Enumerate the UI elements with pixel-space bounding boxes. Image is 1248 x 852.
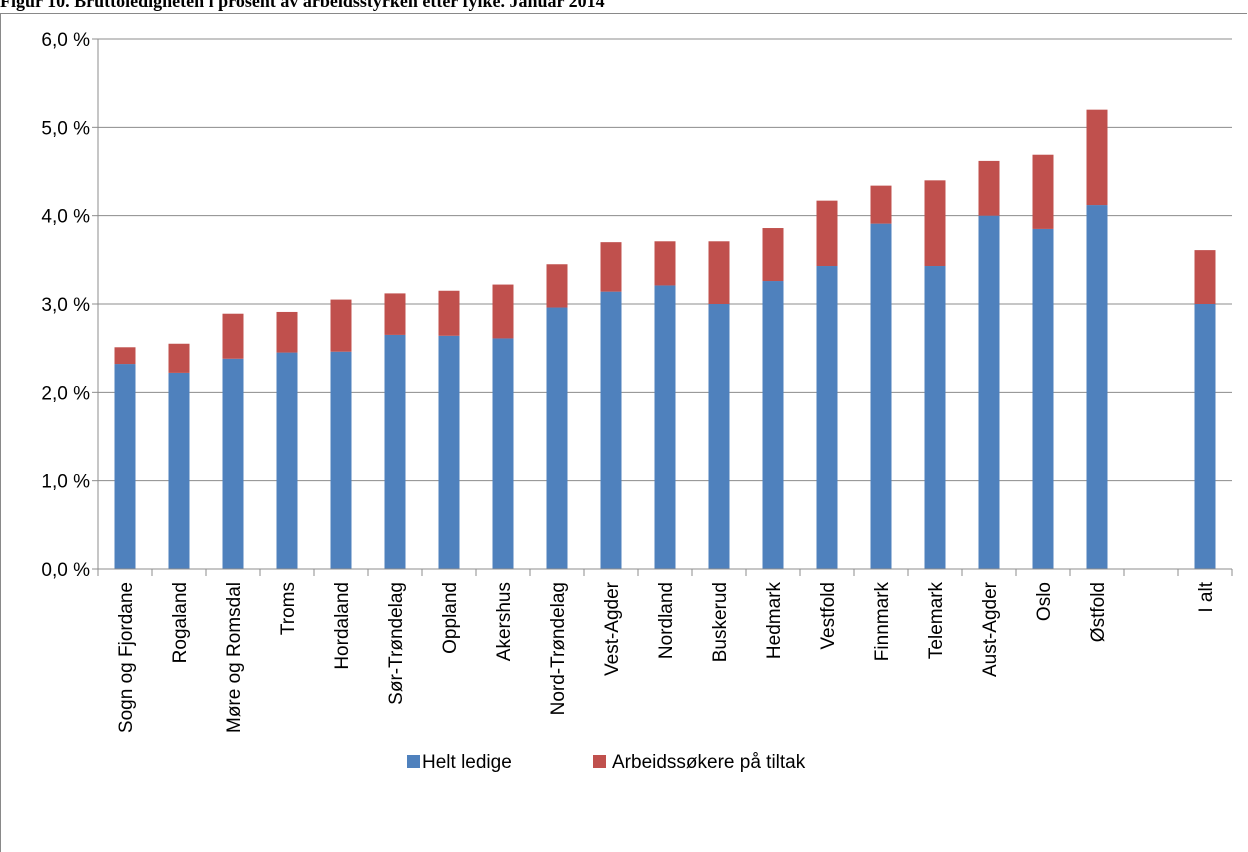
bar-tiltak <box>330 299 352 352</box>
bar-tiltak <box>1032 154 1054 229</box>
x-axis-tick-labels: Sogn og Fjordane Rogaland Møre og Romsdal T… <box>116 581 1217 733</box>
x-tick-label: Troms <box>278 582 299 635</box>
x-tick-label: Vestfold <box>818 582 839 650</box>
legend-label-helt-ledige: Helt ledige <box>422 752 512 773</box>
bar-helt-ledige <box>1194 304 1216 569</box>
legend-swatch-tiltak <box>593 755 606 768</box>
bar-helt-ledige <box>654 285 676 569</box>
x-tick-label: Aust-Agder <box>980 581 1001 677</box>
y-tick-label: 3,0 % <box>41 295 90 316</box>
bars <box>114 109 1216 570</box>
bar-tiltak <box>924 180 946 267</box>
bar-tiltak <box>114 347 136 365</box>
x-tick-label: Østfold <box>1088 582 1109 642</box>
x-tick-label: Finnmark <box>872 582 893 662</box>
y-tick-label: 6,0 % <box>41 30 90 51</box>
bar-helt-ledige <box>816 266 838 569</box>
legend-swatch-helt-ledige <box>407 755 420 768</box>
bar-helt-ledige <box>222 358 244 569</box>
x-tick-label: Rogaland <box>170 582 191 663</box>
bar-tiltak <box>492 284 514 339</box>
chart-frame <box>0 13 1247 852</box>
x-tick-label: Oslo <box>1034 582 1055 621</box>
bar-helt-ledige <box>114 364 136 569</box>
bar-tiltak <box>708 241 730 304</box>
x-tick-label: Oppland <box>440 582 461 654</box>
bar-tiltak <box>762 228 784 282</box>
y-tick-label: 2,0 % <box>41 383 90 404</box>
bar-helt-ledige <box>978 215 1000 569</box>
bar-tiltak <box>600 242 622 292</box>
bar-tiltak <box>654 241 676 286</box>
bar-helt-ledige <box>438 335 460 569</box>
figure-title: Figur 10. Bruttoledigheten i prosent av … <box>0 0 605 11</box>
bar-tiltak <box>168 343 190 373</box>
bar-tiltak <box>546 264 568 308</box>
x-tick-label: Akershus <box>494 582 515 661</box>
legend: Helt ledige Arbeidssøkere på tiltak <box>407 752 806 773</box>
axes <box>92 38 1233 576</box>
bar-tiltak <box>816 200 838 267</box>
bar-tiltak <box>1194 250 1216 304</box>
bar-helt-ledige <box>924 266 946 569</box>
bar-helt-ledige <box>546 307 568 569</box>
x-tick-label: Nordland <box>656 582 677 659</box>
bar-helt-ledige <box>1086 205 1108 570</box>
bar-tiltak <box>276 311 298 353</box>
bar-helt-ledige <box>708 304 730 569</box>
y-axis-tick-labels: 0,0 % 1,0 % 2,0 % 3,0 % 4,0 % 5,0 % 6,0 % <box>41 30 90 581</box>
bar-helt-ledige <box>762 281 784 569</box>
bar-tiltak <box>870 185 892 224</box>
x-tick-label: Møre og Romsdal <box>224 582 245 733</box>
x-tick-label: Nord-Trøndelag <box>548 582 569 715</box>
bar-helt-ledige <box>600 291 622 569</box>
bar-tiltak <box>1086 109 1108 206</box>
y-tick-label: 0,0 % <box>41 560 90 581</box>
bar-tiltak <box>384 293 406 335</box>
bar-tiltak <box>222 313 244 359</box>
bar-tiltak <box>438 290 460 336</box>
bar-helt-ledige <box>1032 228 1054 569</box>
bar-helt-ledige <box>276 352 298 569</box>
legend-label-tiltak: Arbeidssøkere på tiltak <box>612 752 806 773</box>
bar-helt-ledige <box>870 223 892 569</box>
x-tick-label: Telemark <box>926 582 947 660</box>
x-tick-label: Sør-Trøndelag <box>386 582 407 705</box>
x-tick-label: Vest-Agder <box>602 581 623 676</box>
bar-tiltak <box>978 160 1000 216</box>
bar-helt-ledige <box>168 372 190 569</box>
x-tick-label: Hedmark <box>764 582 785 660</box>
x-tick-label: I alt <box>1196 581 1217 612</box>
y-tick-label: 5,0 % <box>41 118 90 139</box>
x-tick-label: Buskerud <box>710 582 731 662</box>
y-tick-label: 4,0 % <box>41 207 90 228</box>
bar-helt-ledige <box>330 351 352 569</box>
x-tick-label: Sogn og Fjordane <box>116 582 137 733</box>
bar-helt-ledige <box>384 334 406 569</box>
y-tick-label: 1,0 % <box>41 472 90 493</box>
x-tick-label: Hordaland <box>332 582 353 670</box>
bar-helt-ledige <box>492 338 514 569</box>
